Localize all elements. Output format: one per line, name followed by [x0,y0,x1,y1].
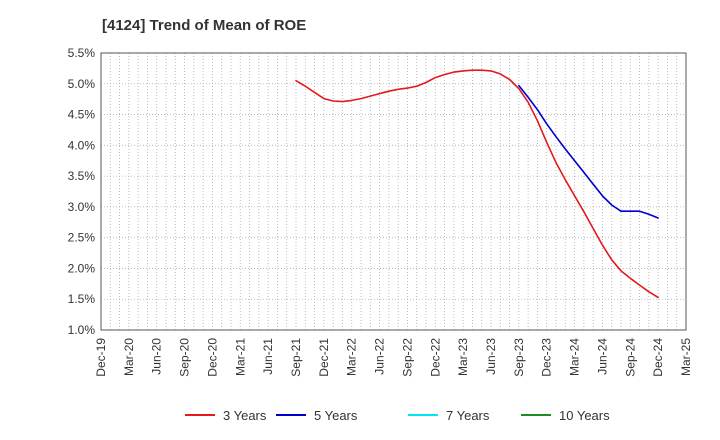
x-tick-label: Mar-24 [568,338,582,376]
x-tick-label: Dec-20 [205,338,219,377]
legend-label-7-years: 7 Years [446,408,490,423]
y-tick-label: 1.0% [68,323,96,337]
x-tick-label: Jun-20 [150,338,164,375]
y-tick-label: 4.0% [68,138,96,152]
x-axis-tick-labels: Dec-19 Mar-20 Jun-20 Sep-20 Dec-20 Mar-21 Jun-… [94,338,693,377]
x-tick-label: Mar-20 [122,338,136,376]
y-axis-tick-labels: 1.0% 1.5% 2.0% 2.5% 3.0% 3.5% 4.0% 4.5% 5.0% 5.5% [68,46,96,337]
y-tick-label: 2.5% [68,231,96,245]
y-tick-label: 1.5% [68,292,96,306]
x-tick-label: Sep-22 [400,338,414,377]
x-tick-label: Sep-20 [178,338,192,377]
series-line-3-years [295,69,659,299]
y-tick-label: 5.5% [68,46,96,60]
x-tick-label: Mar-21 [233,338,247,376]
y-tick-label: 4.5% [68,108,96,122]
legend-label-10-years: 10 Years [559,408,610,423]
x-tick-label: Dec-21 [317,338,331,377]
x-tick-label: Dec-23 [540,338,554,377]
plot-area [100,52,687,331]
x-tick-label: Jun-22 [373,338,387,375]
x-tick-label: Sep-21 [289,338,303,377]
x-tick-label: Dec-22 [428,338,442,377]
x-tick-label: Sep-24 [623,338,637,377]
legend-label-3-years: 3 Years [223,408,267,423]
x-tick-label: Dec-19 [94,338,108,377]
x-tick-label: Mar-22 [345,338,359,376]
plot-border [100,52,687,331]
legend: 3 Years 5 Years 7 Years 10 Years [185,408,610,423]
y-tick-label: 3.5% [68,169,96,183]
y-tick-label: 5.0% [68,77,96,91]
x-tick-label: Dec-24 [651,338,665,377]
x-tick-label: Jun-21 [261,338,275,375]
x-tick-label: Mar-23 [456,338,470,376]
chart-title: [4124] Trend of Mean of ROE [102,17,306,34]
y-tick-label: 3.0% [68,200,96,214]
series-line-5-years [518,84,659,219]
grid-lines [100,52,687,331]
x-tick-label: Mar-25 [679,338,693,376]
legend-label-5-years: 5 Years [314,408,358,423]
x-tick-label: Jun-24 [595,338,609,375]
x-tick-label: Sep-23 [512,338,526,377]
data-series [295,69,659,299]
x-tick-label: Jun-23 [484,338,498,375]
y-tick-label: 2.0% [68,261,96,275]
